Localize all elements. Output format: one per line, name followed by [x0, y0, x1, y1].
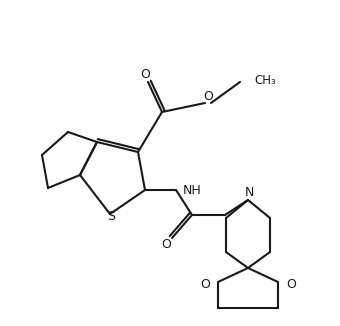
- Text: NH: NH: [183, 184, 202, 197]
- Text: O: O: [286, 277, 296, 290]
- Text: O: O: [140, 68, 150, 82]
- Text: O: O: [200, 277, 210, 290]
- Text: O: O: [161, 239, 171, 251]
- Text: CH₃: CH₃: [254, 73, 276, 86]
- Text: O: O: [203, 91, 213, 103]
- Text: N: N: [244, 186, 254, 200]
- Text: S: S: [107, 210, 115, 223]
